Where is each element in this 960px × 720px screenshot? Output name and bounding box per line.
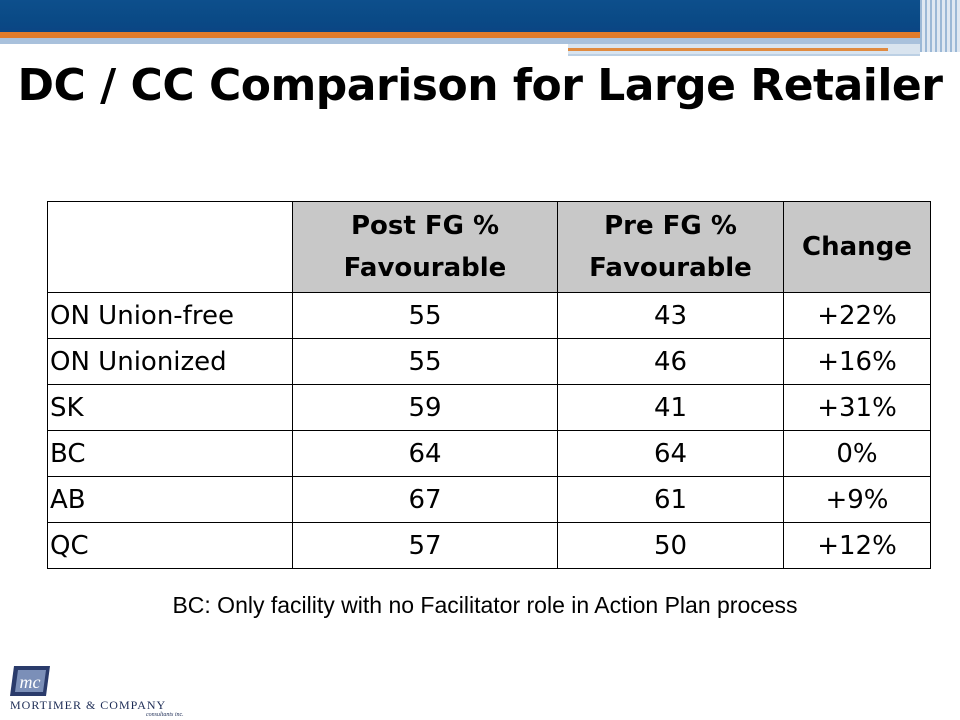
post-fg-value: 55	[292, 338, 558, 385]
change-value: +16%	[783, 338, 931, 385]
banner-orange-line	[0, 32, 920, 38]
footnote: BC: Only facility with no Facilitator ro…	[172, 592, 798, 618]
change-value: 0%	[783, 430, 931, 477]
header-change: Change	[783, 201, 931, 293]
change-value: +31%	[783, 384, 931, 431]
row-label: SK	[47, 384, 293, 431]
slide-title: DC / CC Comparison for Large Retailer	[17, 60, 943, 111]
company-logo: mc MORTIMER & COMPANY consultants inc.	[10, 662, 210, 720]
row-label: BC	[47, 430, 293, 477]
post-fg-value: 59	[292, 384, 558, 431]
post-fg-value: 64	[292, 430, 558, 477]
row-label: ON Union-free	[47, 292, 293, 339]
row-label: ON Unionized	[47, 338, 293, 385]
pre-fg-value: 43	[557, 292, 784, 339]
pre-fg-value: 64	[557, 430, 784, 477]
row-label: AB	[47, 476, 293, 523]
pre-fg-value: 41	[557, 384, 784, 431]
table-row: ON Union-free 55 43 +22%	[47, 292, 931, 339]
table-row: ON Unionized 55 46 +16%	[47, 338, 931, 385]
table-row: SK 59 41 +31%	[47, 384, 931, 431]
header-blank-cell	[47, 201, 293, 293]
change-value: +22%	[783, 292, 931, 339]
post-fg-value: 67	[292, 476, 558, 523]
comparison-table: Post FG % Favourable Pre FG % Favourable…	[47, 201, 931, 569]
banner-light-line	[0, 38, 920, 44]
pre-fg-value: 50	[557, 522, 784, 569]
table-row: BC 64 64 0%	[47, 430, 931, 477]
banner-stripes	[920, 0, 960, 52]
logo-monogram: mc	[20, 672, 41, 692]
table-row: AB 67 61 +9%	[47, 476, 931, 523]
pre-fg-value: 61	[557, 476, 784, 523]
header-post-fg: Post FG % Favourable	[292, 201, 558, 293]
change-value: +9%	[783, 476, 931, 523]
pre-fg-value: 46	[557, 338, 784, 385]
header-pre-fg: Pre FG % Favourable	[557, 201, 784, 293]
banner-inset-orange-line	[568, 48, 888, 51]
table-row: QC 57 50 +12%	[47, 522, 931, 569]
top-banner	[0, 0, 960, 32]
row-label: QC	[47, 522, 293, 569]
table-header-row: Post FG % Favourable Pre FG % Favourable…	[47, 201, 931, 293]
logo-tagline: consultants inc.	[146, 712, 184, 718]
post-fg-value: 55	[292, 292, 558, 339]
post-fg-value: 57	[292, 522, 558, 569]
logo-company-name: MORTIMER & COMPANY	[10, 698, 167, 712]
logo-mark-icon: mc	[10, 666, 50, 696]
change-value: +12%	[783, 522, 931, 569]
